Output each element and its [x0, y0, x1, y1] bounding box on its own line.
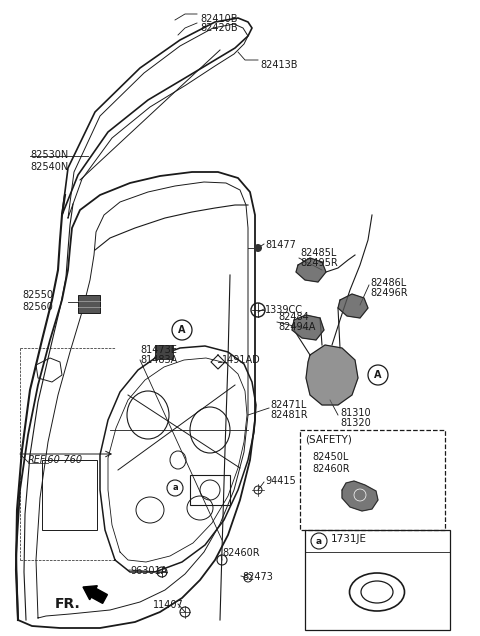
- Text: 82494A: 82494A: [278, 322, 315, 332]
- Text: 11407: 11407: [153, 600, 183, 610]
- Text: 82540N: 82540N: [30, 162, 68, 172]
- Polygon shape: [296, 258, 326, 282]
- Text: 82471L: 82471L: [270, 400, 306, 410]
- Bar: [78, 295, 100, 313]
- Text: 82496R: 82496R: [370, 288, 408, 298]
- Text: 82420B: 82420B: [200, 23, 238, 33]
- Text: 81477: 81477: [265, 240, 296, 250]
- Text: 1339CC: 1339CC: [265, 305, 303, 315]
- Text: 81320: 81320: [340, 418, 371, 428]
- Text: 82410B: 82410B: [200, 14, 238, 24]
- Text: (SAFETY): (SAFETY): [305, 435, 352, 445]
- Text: 82485L: 82485L: [300, 248, 336, 258]
- Text: 82560: 82560: [22, 302, 53, 312]
- Text: 82413B: 82413B: [260, 60, 298, 70]
- Bar: [305, 530, 450, 630]
- Text: 96301A: 96301A: [130, 566, 167, 576]
- Text: 81483A: 81483A: [140, 355, 177, 365]
- Polygon shape: [342, 481, 378, 511]
- Polygon shape: [338, 294, 368, 318]
- Text: a: a: [316, 537, 322, 546]
- Text: A: A: [374, 370, 382, 380]
- Text: 94415: 94415: [265, 476, 296, 486]
- Text: A: A: [178, 325, 186, 335]
- Text: 82530N: 82530N: [30, 150, 68, 160]
- Text: 82484: 82484: [278, 312, 309, 322]
- Text: 82486L: 82486L: [370, 278, 406, 288]
- Text: REF.60-760: REF.60-760: [28, 455, 83, 465]
- Text: 1491AD: 1491AD: [222, 355, 261, 365]
- FancyArrow shape: [83, 586, 108, 604]
- Text: 81310: 81310: [340, 408, 371, 418]
- Circle shape: [254, 244, 262, 252]
- Text: 82481R: 82481R: [270, 410, 308, 420]
- Bar: [190, 475, 230, 505]
- Text: FR.: FR.: [55, 597, 81, 611]
- Polygon shape: [306, 345, 358, 405]
- Bar: [155, 345, 173, 359]
- Text: 82473: 82473: [242, 572, 273, 582]
- Polygon shape: [292, 315, 324, 340]
- Bar: [42, 460, 97, 530]
- Text: 82460R: 82460R: [222, 548, 260, 558]
- Text: 81473E: 81473E: [140, 345, 177, 355]
- Bar: [300, 430, 445, 530]
- Text: 82450L
82460R: 82450L 82460R: [312, 452, 349, 474]
- Text: 82550: 82550: [22, 290, 53, 300]
- Text: 82495R: 82495R: [300, 258, 338, 268]
- Text: 1731JE: 1731JE: [331, 534, 367, 544]
- Text: a: a: [172, 483, 178, 492]
